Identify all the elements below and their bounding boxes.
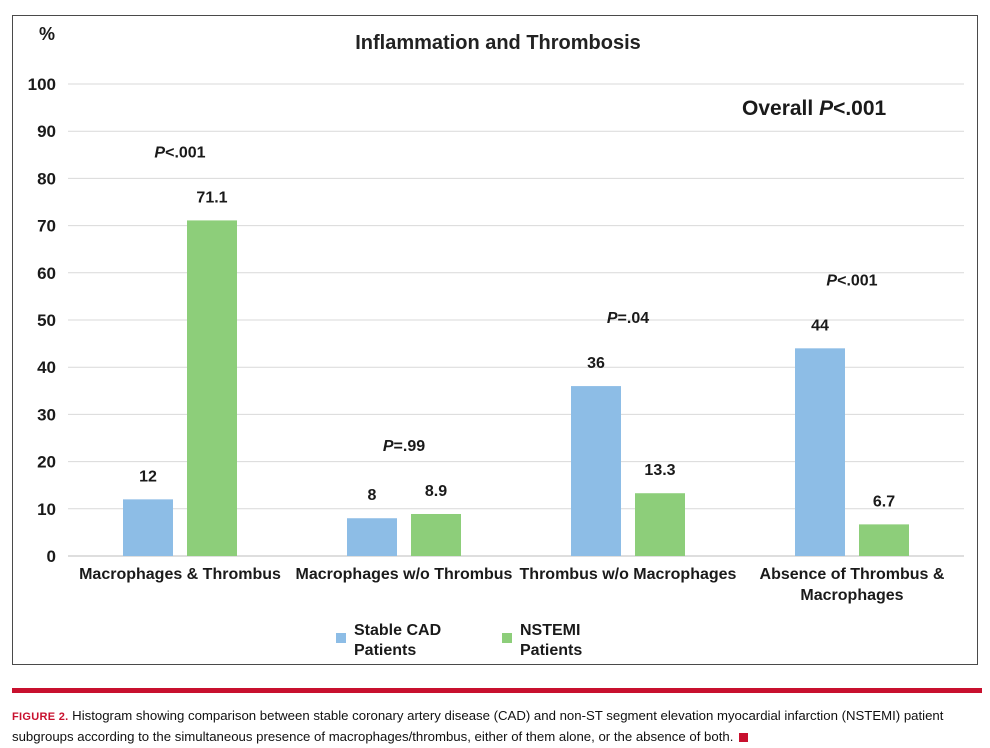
category-label: Macrophages w/o Thrombus [296,566,513,583]
group-p-value: P=.99 [383,438,425,455]
data-label: 12 [139,468,157,485]
overall-p-number: <.001 [833,97,886,120]
bars [123,220,909,556]
y-tick-label: 60 [37,264,56,283]
category-label: Macrophages [800,587,903,604]
caption-rule [12,688,982,693]
legend-label: NSTEMI [520,622,580,639]
figure-caption: FIGURE 2. Histogram showing comparison b… [12,706,984,746]
legend-label: Patients [354,642,416,659]
category-label: Thrombus w/o Macrophages [520,566,737,583]
bar-series-2-cat-1 [187,220,237,556]
y-tick-label: 20 [37,453,56,472]
bar-series-1-cat-3 [571,386,621,556]
group-p-value: P=.04 [607,310,649,327]
data-label: 44 [811,317,829,334]
y-tick-label: 80 [37,169,56,188]
y-axis-unit: % [39,24,55,44]
y-tick-label: 100 [28,75,56,94]
y-tick-label: 90 [37,122,56,141]
chart: % Inflammation and Thrombosis Overall P<… [28,24,964,659]
bar-series-2-cat-3 [635,493,685,556]
chart-frame [12,15,978,665]
overall-prefix: Overall [742,97,819,120]
p-letter: P [154,144,165,161]
y-tick-label: 10 [37,500,56,519]
p-letter: P [607,310,618,327]
bar-series-2-cat-4 [859,524,909,556]
data-label: 8.9 [425,483,447,500]
x-axis-categories: Macrophages & Thrombus Macrophages w/o Th… [79,566,945,604]
p-number: <.001 [165,144,206,161]
data-label: 8 [368,487,377,504]
overall-p-letter: P [819,97,834,120]
y-axis-ticks: 0 10 20 30 40 50 60 70 80 90 100 [28,75,56,566]
chart-title: Inflammation and Thrombosis [355,32,641,54]
data-label: 6.7 [873,493,895,510]
y-tick-label: 30 [37,405,56,424]
category-label: Absence of Thrombus & [760,566,945,583]
y-tick-label: 40 [37,358,56,377]
legend-swatch [336,633,346,643]
figure-number: FIGURE 2. [12,711,69,723]
y-tick-label: 50 [37,311,56,330]
bar-series-1-cat-1 [123,499,173,556]
group-p-value: P<.001 [826,272,877,289]
data-label: 36 [587,355,605,372]
data-label: 13.3 [644,462,675,479]
bar-series-1-cat-4 [795,348,845,556]
end-mark-icon [739,733,749,743]
legend-swatch [502,633,512,643]
p-letter: P [383,438,394,455]
legend-label: Stable CAD [354,622,441,639]
bar-series-1-cat-2 [347,518,397,556]
data-label: 71.1 [196,189,227,206]
category-label: Macrophages & Thrombus [79,566,281,583]
legend: Stable CAD Patients NSTEMI Patients [336,622,582,659]
p-number: =.99 [394,438,426,455]
y-tick-label: 0 [47,547,56,566]
data-labels: 12 71.1 8 8.9 36 13.3 44 6.7 [139,189,895,510]
p-letter: P [826,272,837,289]
p-number: =.04 [618,310,650,327]
y-tick-label: 70 [37,217,56,236]
group-p-value: P<.001 [154,144,205,161]
legend-label: Patients [520,642,582,659]
p-number: <.001 [837,272,878,289]
caption-text: Histogram showing comparison between sta… [12,708,944,744]
overall-p-value: Overall P<.001 [742,97,887,120]
bar-series-2-cat-2 [411,513,461,556]
